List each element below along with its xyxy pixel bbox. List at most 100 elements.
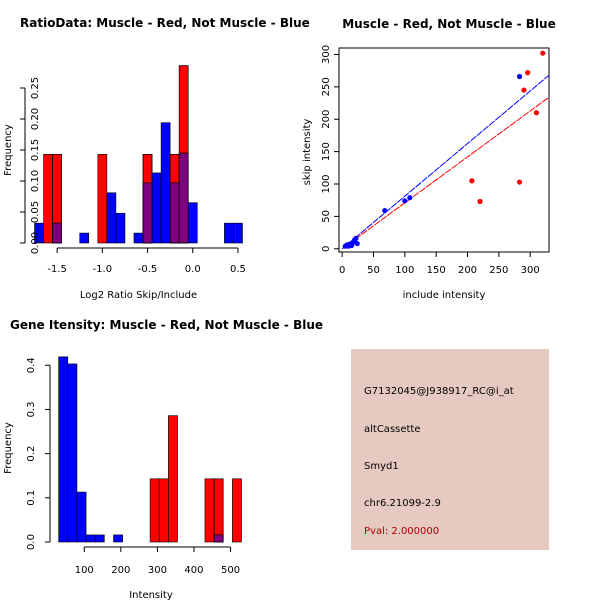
y-tick-label: 0.3 [26,401,37,417]
muscle-bar [43,154,53,244]
not-muscle-point [402,198,408,204]
y-tick-label: 0.4 [26,357,37,373]
y-axis-label: skip intensity [302,119,313,186]
not-muscle-point [353,235,359,241]
y-tick-label: 0.00 [30,232,41,254]
not-muscle-bar [85,534,96,543]
muscle-point [525,70,531,76]
muscle-bar [213,478,224,543]
y-tick-label: 0.2 [26,446,37,462]
x-tick-label: 300 [148,565,167,576]
muscle-point [521,87,527,93]
muscle-point [477,198,483,205]
y-tick-label: 0.05 [30,201,41,223]
overlap-bar [178,152,189,244]
x-tick-label: 200 [111,565,130,576]
y-tick-label: 100 [321,174,332,193]
not-muscle-bar [94,534,105,543]
chart-title: Muscle - Red, Not Muscle - Blue [342,17,556,31]
overlap-bar [213,534,224,543]
y-tick-label: 150 [321,142,332,161]
x-tick-label: 150 [427,265,446,276]
not-muscle-bar [151,172,162,244]
not-muscle-point [407,195,413,201]
muscle-point [533,110,540,116]
muscle-point [516,179,523,185]
chart-title: Gene Itensity: Muscle - Red, Not Muscle … [10,318,323,332]
y-axis-label: Frequency [3,124,14,176]
intensity-scatter-plot: Muscle - Red, Not Muscle - Blue 0 50 100 150… [302,17,556,301]
not-muscle-bar [224,222,234,244]
not-muscle-point [516,73,523,80]
x-tick-label: 100 [75,565,94,576]
x-tick-label: 200 [458,265,477,276]
x-tick-label: -0.5 [138,264,158,275]
muscle-fit-line [341,96,549,250]
info-panel: G7132045@J938917_RC@i_at altCassette Smy… [351,349,549,550]
not-muscle-point [382,207,388,214]
bar-outline [213,478,224,543]
overlap-bar [52,222,62,244]
y-tick-label: 0.0 [26,534,37,550]
y-tick-label: 200 [321,110,332,129]
bar-outline [142,154,153,244]
not-muscle-bar [79,232,90,244]
x-tick-label: 250 [489,265,508,276]
probe-id: G7132045@J938917_RC@i_at [364,386,514,397]
not-muscle-bar [133,232,144,244]
muscle-point [469,178,475,184]
x-axis-label: include intensity [403,290,486,301]
not-muscle-fit-line [341,74,549,250]
not-muscle-bar [34,222,44,244]
chart-title: RatioData: Muscle - Red, Not Muscle - Bl… [20,16,310,30]
overlap-bar [142,182,153,244]
ratio-histogram: RatioData: Muscle - Red, Not Muscle - Bl… [3,16,310,301]
not-muscle-bar [58,356,69,543]
y-tick-label: 0.15 [30,139,41,161]
x-tick-label: 500 [221,565,240,576]
x-tick-label: 300 [521,265,540,276]
muscle-bar [232,478,242,543]
x-tick-label: 0 [339,265,345,276]
genomic-location: chr6.21099-2.9 [364,498,441,509]
y-tick-label: 50 [321,210,332,223]
gene-intensity-histogram: Gene Itensity: Muscle - Red, Not Muscle … [3,318,323,600]
muscle-point [540,50,546,56]
not-muscle-bar [233,222,243,244]
y-tick-label: 0.25 [30,77,41,99]
x-tick-label: 0.5 [230,264,246,275]
not-muscle-bar [106,192,117,244]
not-muscle-bar [115,212,126,244]
plot-frame [338,47,550,253]
not-muscle-bar [67,363,78,543]
event-type: altCassette [364,424,421,435]
muscle-bar [149,478,160,543]
muscle-bar [97,154,108,244]
y-tick-label: 0.1 [26,490,37,506]
not-muscle-bar [187,202,198,244]
x-axis-label: Intensity [129,590,173,600]
not-muscle-point [354,240,360,247]
x-tick-label: 50 [367,265,380,276]
not-muscle-bar [113,534,123,543]
y-tick-label: 250 [321,77,332,96]
y-tick-label: 300 [321,45,332,64]
x-tick-label: -1.5 [47,264,67,275]
muscle-bar [204,478,215,543]
x-tick-label: 100 [395,265,414,276]
not-muscle-bar [160,122,171,244]
overlap-bar [169,182,180,244]
gene-name: Smyd1 [364,461,399,472]
y-tick-label: 0.20 [30,108,41,130]
p-value: Pval: 2.000000 [364,526,440,537]
y-tick-label: 0.10 [30,170,41,192]
bar-outline [178,65,189,244]
y-axis-label: Frequency [3,422,14,474]
x-tick-label: 0.0 [185,264,201,275]
x-tick-label: -1.0 [93,264,113,275]
y-tick-label: 0 [321,246,332,252]
muscle-bar [158,478,169,543]
x-tick-label: 400 [184,565,203,576]
not-muscle-bar [76,491,87,543]
